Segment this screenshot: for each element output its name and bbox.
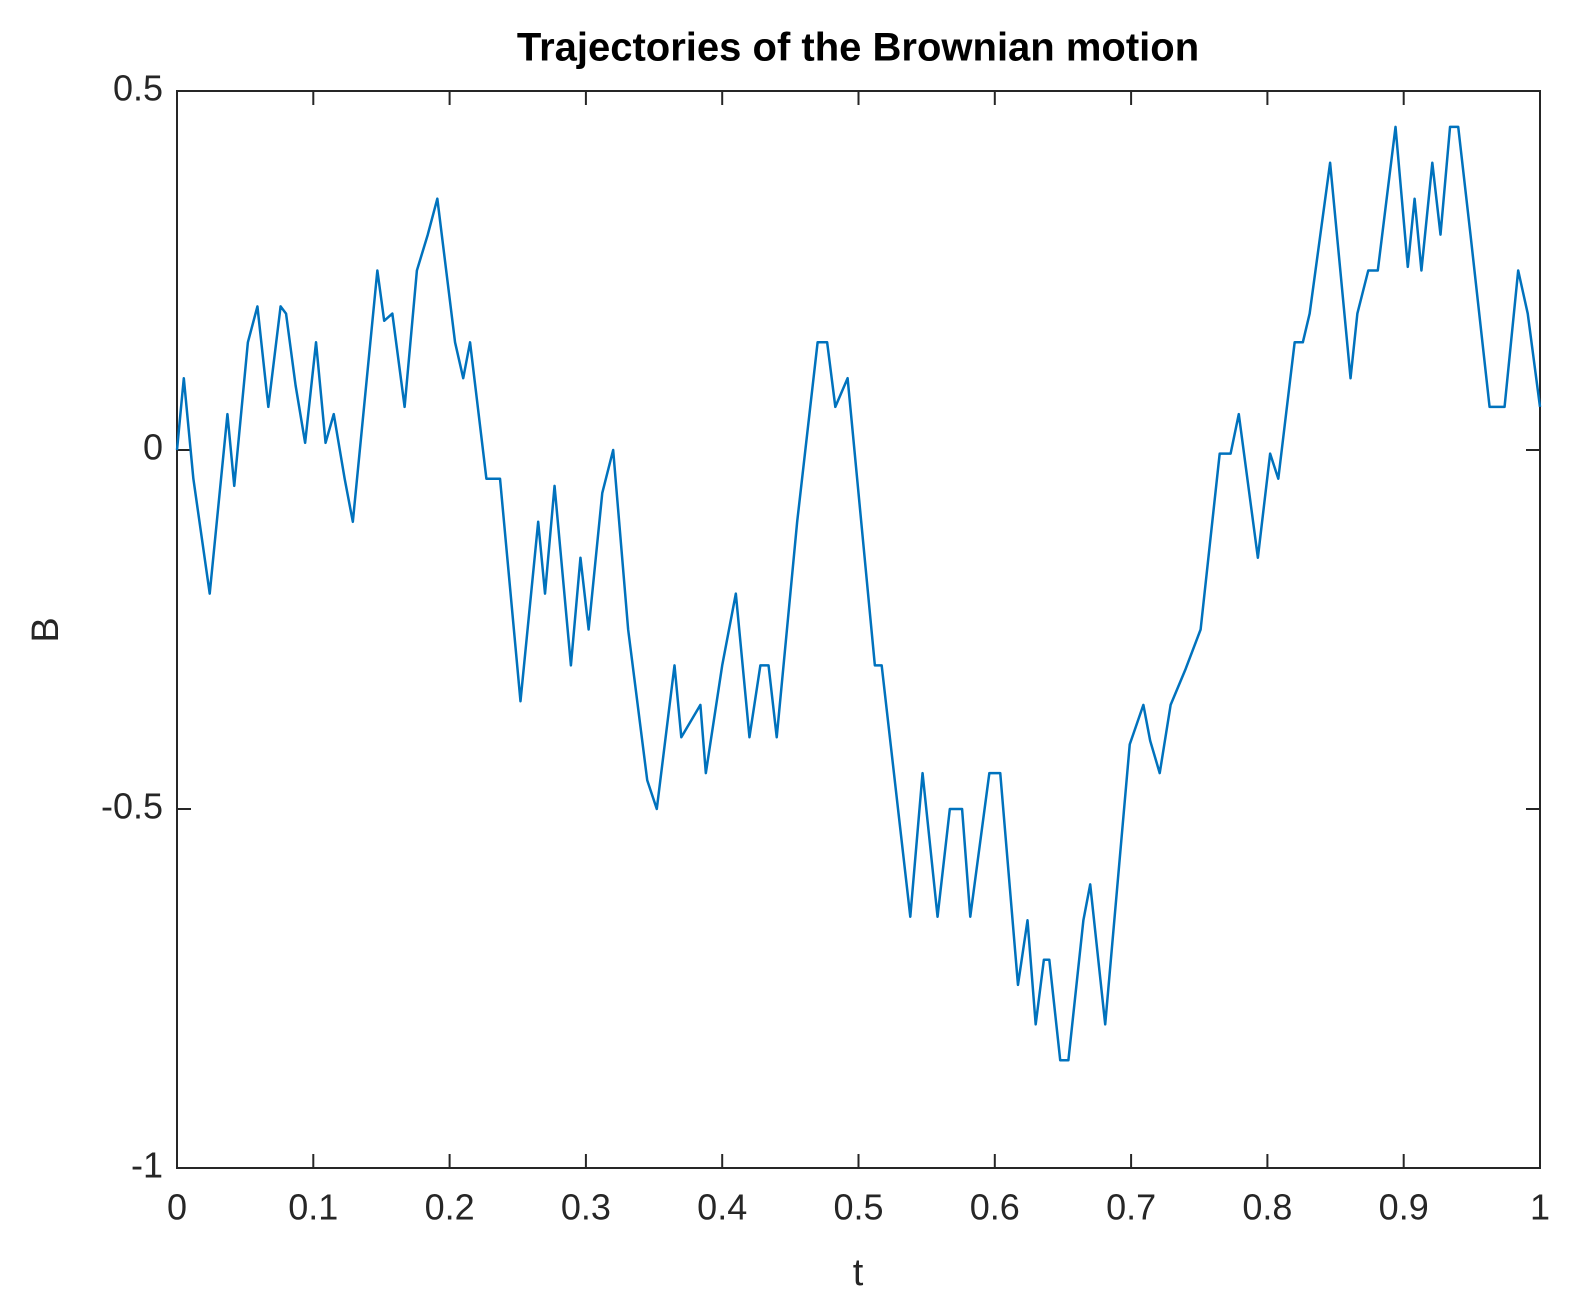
y-tick-label: -1	[131, 1145, 163, 1186]
x-tick-label: 0.1	[288, 1187, 338, 1228]
y-axis-label: B	[25, 617, 67, 642]
y-tick-label: -0.5	[101, 786, 163, 827]
data-line	[175, 125, 1542, 1062]
x-axis-label: t	[853, 1252, 864, 1294]
x-tick-label: 0.8	[1242, 1187, 1292, 1228]
x-tick-label: 0.7	[1106, 1187, 1156, 1228]
x-tick-label: 0	[167, 1187, 187, 1228]
x-tick-label: 0.4	[697, 1187, 747, 1228]
x-tick-label: 0.3	[561, 1187, 611, 1228]
x-tick-label: 0.5	[833, 1187, 883, 1228]
y-tick-label: 0	[143, 427, 163, 468]
chart-title: Trajectories of the Brownian motion	[517, 26, 1199, 70]
x-tick-label: 0.2	[425, 1187, 475, 1228]
plot-frame	[176, 90, 1541, 1169]
y-tick-label: 0.5	[113, 68, 163, 109]
x-tick-label: 0.9	[1379, 1187, 1429, 1228]
x-tick-label: 1	[1530, 1187, 1550, 1228]
x-tick-label: 0.6	[970, 1187, 1020, 1228]
